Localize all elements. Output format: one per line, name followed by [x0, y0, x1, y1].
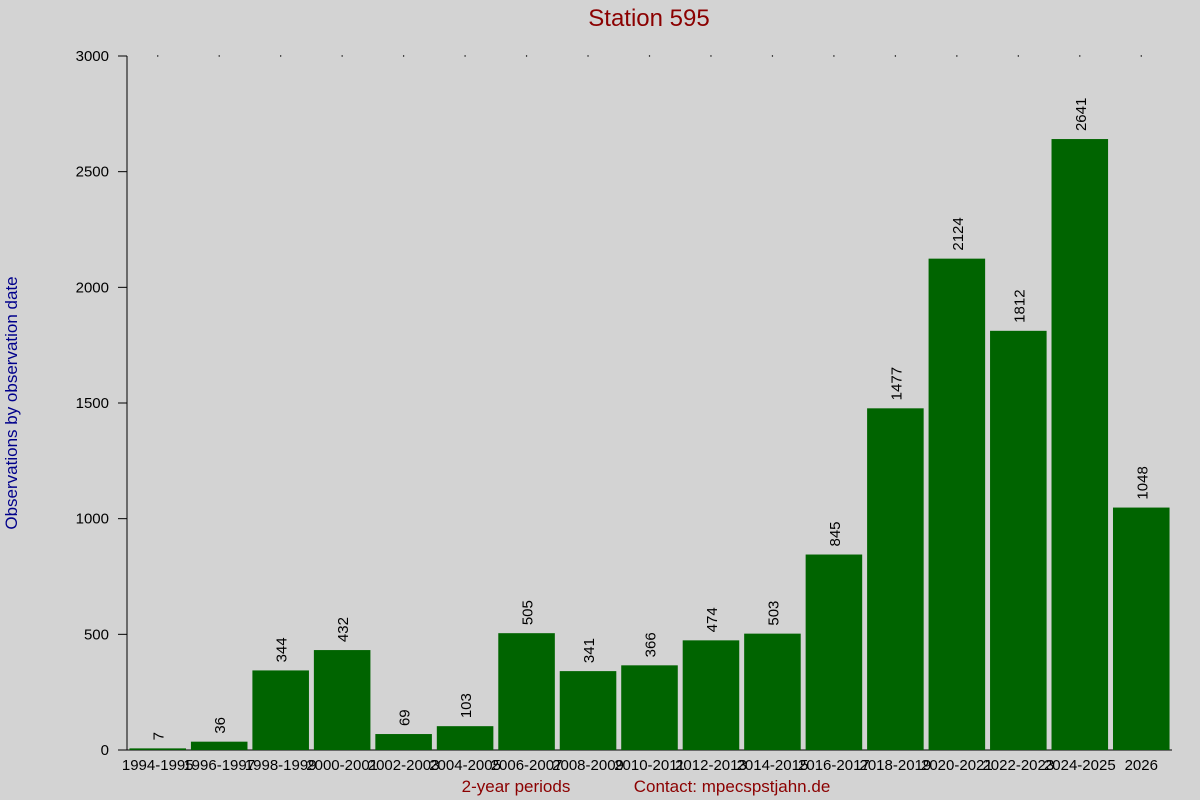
value-label: 1048 — [1134, 466, 1151, 499]
value-label: 503 — [765, 601, 782, 626]
bar — [498, 633, 555, 750]
grid-dot — [157, 55, 159, 57]
x-tick-label: 2000-2001 — [306, 757, 378, 774]
value-label: 36 — [212, 717, 229, 734]
x-tick-label: 2018-2019 — [860, 757, 932, 774]
bar — [805, 554, 863, 750]
value-label: 344 — [274, 637, 291, 662]
value-label: 103 — [458, 693, 475, 718]
x-tick-label: 2024-2025 — [1044, 757, 1116, 774]
bar — [867, 408, 924, 750]
bar — [313, 650, 371, 750]
bar — [436, 726, 494, 750]
value-label: 7 — [151, 732, 168, 740]
grid-dot — [402, 55, 405, 57]
grid-dot — [1079, 55, 1081, 57]
value-label: 69 — [397, 709, 414, 726]
x-tick-label: 2002-2003 — [368, 757, 440, 774]
x-axis-label: 2-year periods — [462, 777, 571, 796]
grid-dot — [464, 55, 466, 57]
value-label: 1477 — [888, 367, 905, 400]
bar — [190, 741, 248, 750]
x-tick-label: 2008-2009 — [552, 757, 624, 774]
bar — [990, 330, 1047, 750]
chart-title: Station 595 — [588, 5, 709, 32]
x-tick-label: 2006-2007 — [491, 757, 563, 774]
grid-dot — [218, 55, 220, 57]
x-tick-label: 1994-1995 — [122, 757, 194, 774]
y-tick-label: 2000 — [76, 279, 109, 296]
x-tick-label: 2026 — [1125, 757, 1158, 774]
bar — [928, 258, 986, 750]
bar — [1112, 507, 1170, 750]
value-label: 845 — [827, 521, 844, 546]
grid-dot — [1140, 55, 1142, 57]
grid-dot — [587, 55, 589, 57]
value-label: 2124 — [950, 217, 967, 250]
annotation: Contact: mpecspstjahn.de — [634, 777, 831, 796]
x-tick-label: 2010-2011 — [614, 757, 685, 774]
y-tick-label: 1000 — [76, 511, 109, 528]
value-label: 366 — [643, 632, 660, 657]
bar — [559, 671, 617, 750]
y-tick-label: 1500 — [76, 395, 109, 412]
value-label: 474 — [704, 607, 721, 632]
bar — [1051, 139, 1109, 751]
grid-dot — [1017, 55, 1020, 57]
x-tick-label: 1996-1997 — [183, 757, 255, 774]
value-label: 505 — [520, 600, 537, 625]
grid-dot — [956, 55, 958, 57]
value-label: 2641 — [1073, 98, 1090, 131]
grid-dot — [525, 55, 528, 57]
bar — [129, 748, 187, 750]
x-tick-label: 2012-2013 — [675, 757, 747, 774]
grid-dot — [341, 55, 343, 57]
value-label: 432 — [335, 617, 352, 642]
grid-dot — [279, 55, 282, 57]
grid-dot — [710, 55, 712, 57]
value-label: 1812 — [1011, 289, 1028, 322]
x-tick-label: 2020-2021 — [921, 757, 993, 774]
y-tick-label: 2500 — [76, 164, 109, 181]
x-tick-label: 1998-1999 — [245, 757, 317, 774]
grid-dot — [833, 55, 835, 57]
bar — [252, 670, 309, 750]
bar — [375, 734, 432, 750]
x-tick-label: 2004-2005 — [429, 757, 501, 774]
y-tick-label: 3000 — [76, 48, 109, 65]
x-tick-label: 2014-2015 — [737, 757, 809, 774]
x-tick-label: 2016-2017 — [798, 757, 870, 774]
y-tick-label: 0 — [101, 742, 109, 759]
x-tick-label: 2022-2023 — [982, 757, 1054, 774]
grid-dot — [894, 55, 897, 57]
value-label: 341 — [581, 638, 598, 663]
grid-dot — [771, 55, 774, 57]
bar — [621, 665, 678, 750]
y-axis-label: Observations by observation date — [2, 276, 21, 529]
grid-dot — [648, 55, 651, 57]
y-tick-label: 500 — [84, 626, 109, 643]
bar — [744, 633, 801, 750]
bar — [682, 640, 740, 750]
